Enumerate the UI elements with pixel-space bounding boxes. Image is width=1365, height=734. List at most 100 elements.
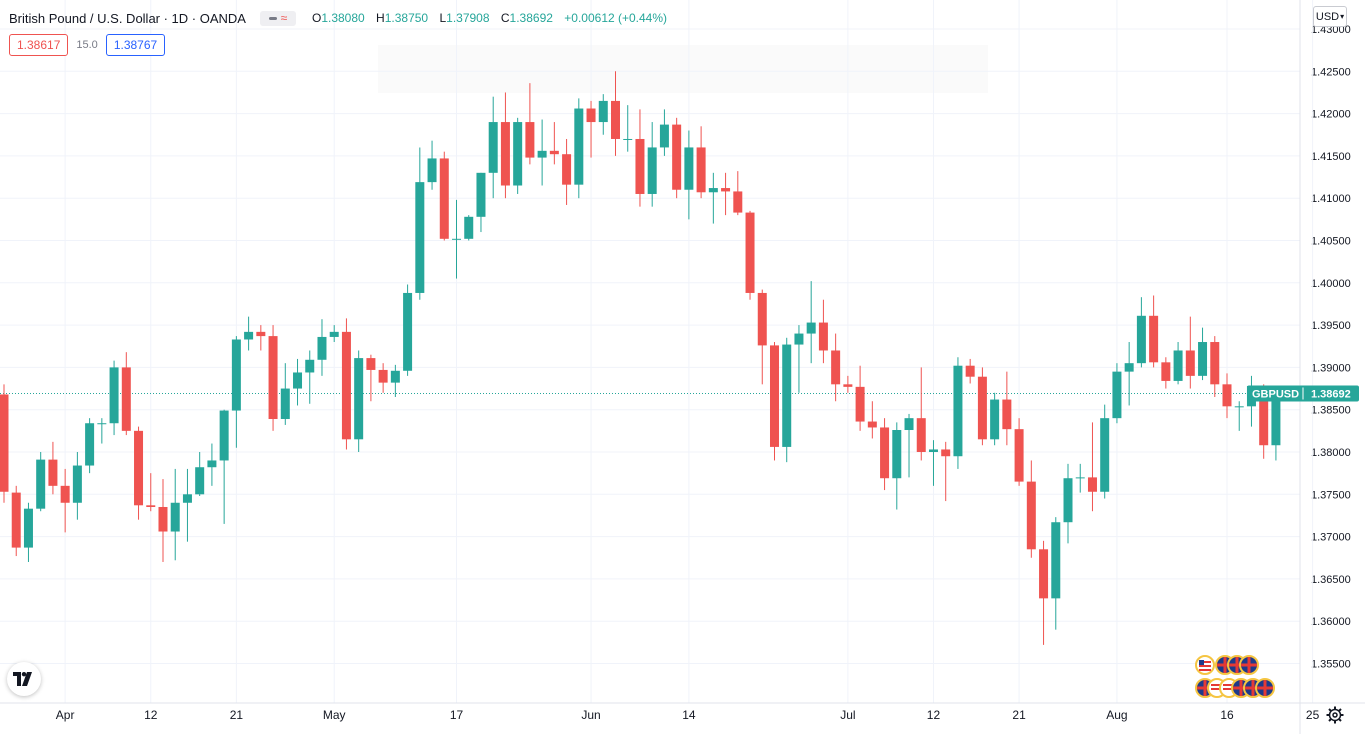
candle-body[interactable] <box>121 367 131 431</box>
candle-body[interactable] <box>1198 342 1208 376</box>
candle-body[interactable] <box>1039 549 1049 599</box>
candle-body[interactable] <box>1112 371 1122 419</box>
candle-body[interactable] <box>782 344 792 447</box>
candle-body[interactable] <box>1124 363 1134 372</box>
candle-body[interactable] <box>574 108 584 185</box>
candle-body[interactable] <box>635 138 645 194</box>
candle-body[interactable] <box>598 100 608 123</box>
candle-body[interactable] <box>317 336 327 360</box>
candle-body[interactable] <box>708 188 718 193</box>
candle-body[interactable] <box>855 386 865 422</box>
candle-body[interactable] <box>1002 399 1012 430</box>
candle-body[interactable] <box>452 238 462 240</box>
candle-body[interactable] <box>953 365 963 457</box>
candle-body[interactable] <box>1063 478 1073 523</box>
candle-body[interactable] <box>928 449 938 452</box>
candle-body[interactable] <box>329 331 339 337</box>
candle-body[interactable] <box>146 505 156 507</box>
candle-body[interactable] <box>647 147 657 194</box>
candle-body[interactable] <box>207 460 217 468</box>
candle-body[interactable] <box>611 100 620 139</box>
candle-body[interactable] <box>1161 362 1171 381</box>
candle-body[interactable] <box>268 336 278 420</box>
candle-body[interactable] <box>439 158 449 239</box>
candle-body[interactable] <box>72 465 82 503</box>
candle-body[interactable] <box>843 384 853 387</box>
candle-body[interactable] <box>488 122 498 173</box>
candle-body[interactable] <box>965 365 975 377</box>
candle-body[interactable] <box>1259 386 1269 446</box>
candle-body[interactable] <box>464 216 474 239</box>
candle-body[interactable] <box>378 369 388 383</box>
candle-body[interactable] <box>97 423 107 425</box>
candle-body[interactable] <box>48 459 58 486</box>
candle-body[interactable] <box>721 188 731 192</box>
candle-body[interactable] <box>170 502 180 532</box>
candle-body[interactable] <box>219 410 229 461</box>
candle-body[interactable] <box>1222 384 1232 407</box>
candle-body[interactable] <box>1149 315 1159 363</box>
candle-body[interactable] <box>1051 522 1061 599</box>
candle-body[interactable] <box>403 292 413 371</box>
candle-body[interactable] <box>696 147 706 193</box>
candle-body[interactable] <box>1210 342 1220 385</box>
candle-body[interactable] <box>892 430 902 479</box>
candle-body[interactable] <box>745 212 755 293</box>
candle-body[interactable] <box>513 122 523 186</box>
candle-body[interactable] <box>366 358 376 370</box>
candle-body[interactable] <box>794 333 804 345</box>
candle-body[interactable] <box>1173 350 1183 381</box>
candle-body[interactable] <box>549 150 559 155</box>
candle-body[interactable] <box>1234 406 1244 408</box>
candle-body[interactable] <box>1185 350 1195 376</box>
candle-body[interactable] <box>1014 429 1024 482</box>
candle-body[interactable] <box>293 372 303 389</box>
candle-body[interactable] <box>158 506 168 532</box>
tradingview-logo-icon[interactable] <box>7 662 41 696</box>
candle-body[interactable] <box>60 485 70 503</box>
candle-body[interactable] <box>977 376 987 440</box>
candle-body[interactable] <box>36 459 46 509</box>
currency-selector[interactable]: USD ▾ <box>1313 6 1347 27</box>
candle-body[interactable] <box>769 345 779 447</box>
candle-body[interactable] <box>1075 477 1085 479</box>
gear-icon[interactable] <box>1325 705 1345 725</box>
candle-body[interactable] <box>672 124 682 190</box>
candle-body[interactable] <box>11 492 21 548</box>
candle-body[interactable] <box>525 122 535 158</box>
symbol-title[interactable]: British Pound / U.S. Dollar · 1D · OANDA <box>9 10 246 26</box>
candle-body[interactable] <box>415 182 425 293</box>
candle-body[interactable] <box>195 467 205 495</box>
candle-body[interactable] <box>182 494 192 503</box>
candle-body[interactable] <box>231 339 241 411</box>
candle-body[interactable] <box>341 331 351 440</box>
candle-body[interactable] <box>990 399 1000 440</box>
candle-body[interactable] <box>1026 481 1036 550</box>
candle-body[interactable] <box>659 124 669 148</box>
candle-body[interactable] <box>280 388 290 420</box>
candle-body[interactable] <box>818 322 828 351</box>
candle-body[interactable] <box>1271 393 1281 446</box>
candle-body[interactable] <box>916 418 926 452</box>
candle-body[interactable] <box>586 108 596 123</box>
candle-body[interactable] <box>623 138 633 140</box>
candle-body[interactable] <box>256 331 266 337</box>
candle-body[interactable] <box>1136 315 1146 364</box>
candle-body[interactable] <box>305 359 315 373</box>
candle-body[interactable] <box>109 367 119 424</box>
candle-body[interactable] <box>244 331 254 340</box>
candle-body[interactable] <box>831 350 841 385</box>
indicator-toggle-icon[interactable]: ≈ <box>259 10 296 26</box>
candle-body[interactable] <box>867 421 877 428</box>
candle-body[interactable] <box>500 122 510 186</box>
candle-body[interactable] <box>733 191 743 213</box>
candle-body[interactable] <box>0 394 9 492</box>
candle-body[interactable] <box>476 172 486 217</box>
candle-body[interactable] <box>806 322 816 334</box>
candle-body[interactable] <box>941 449 951 457</box>
candle-body[interactable] <box>880 427 890 479</box>
candle-body[interactable] <box>1087 477 1097 492</box>
buy-button[interactable]: 1.38767 <box>105 34 166 56</box>
candle-body[interactable] <box>85 423 95 466</box>
